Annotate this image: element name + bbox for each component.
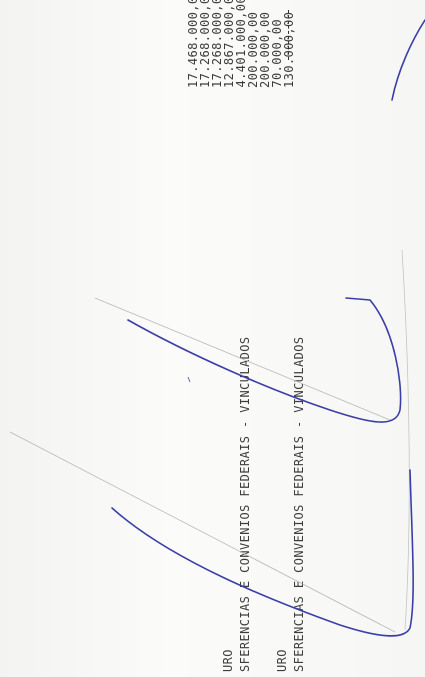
total-rule	[288, 10, 289, 60]
